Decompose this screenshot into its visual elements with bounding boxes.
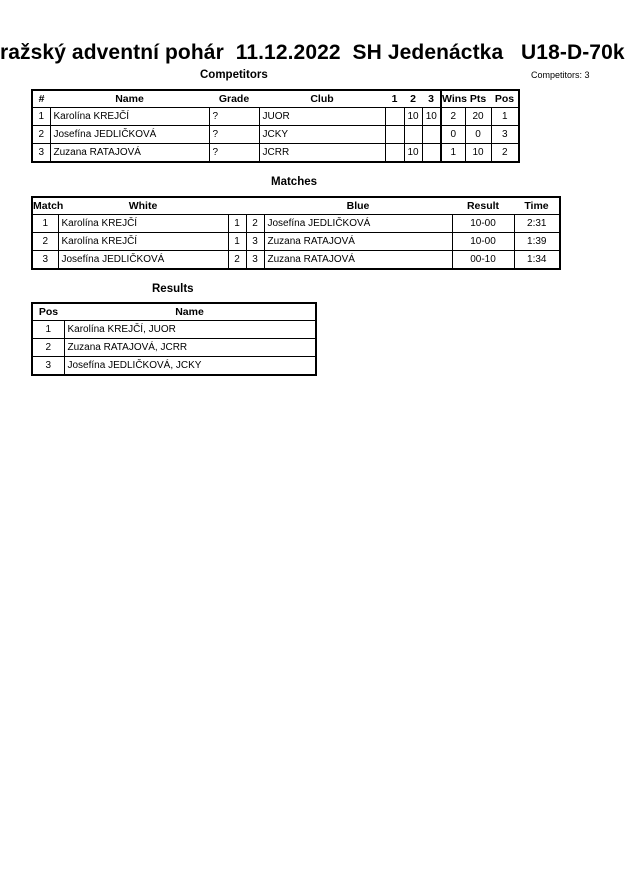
table-row: 3 Josefína JEDLIČKOVÁ 2 3 Zuzana RATAJOVÁ 00-… <box>31 250 561 270</box>
table-cell: 1:39 <box>513 232 561 251</box>
table-cell <box>384 107 405 126</box>
table-cell: 2 <box>245 214 265 233</box>
table-cell: 1 <box>31 320 65 339</box>
table-cell: ? <box>208 143 260 163</box>
table-cell: 10-00 <box>451 232 515 251</box>
table-cell: 0 <box>464 125 492 144</box>
table-cell: Zuzana RATAJOVÁ <box>263 250 453 270</box>
table-cell: 1 <box>440 143 466 163</box>
table-cell: 3 <box>245 250 265 270</box>
table-cell: JCKY <box>258 125 386 144</box>
table-cell <box>421 125 442 144</box>
table-cell: 2 <box>31 338 65 357</box>
col-header: 3 <box>422 90 441 108</box>
competitors-header-row: # Name Grade Club 1 2 3 Wins Pts Pos <box>32 90 519 108</box>
table-cell: 2 <box>31 232 59 251</box>
table-cell: 10-00 <box>451 214 515 233</box>
page-title: ražský adventní pohár 11.12.2022 SH Jede… <box>0 41 625 64</box>
table-cell: ? <box>208 125 260 144</box>
col-header: Pts <box>465 90 491 108</box>
col-header: White <box>58 197 228 215</box>
table-cell: Karolína KREJČÍ <box>57 232 229 251</box>
col-header: Name <box>64 303 316 321</box>
table-cell: 1:34 <box>513 250 561 270</box>
col-header: Pos <box>491 90 519 108</box>
table-cell <box>403 125 423 144</box>
table-cell: Josefína JEDLIČKOVÁ <box>57 250 229 270</box>
table-cell: 3 <box>31 356 65 376</box>
table-cell: Karolína KREJČÍ <box>57 214 229 233</box>
table-row: 3 Josefína JEDLIČKOVÁ, JCKY <box>31 356 317 376</box>
table-cell: JCRR <box>258 143 386 163</box>
table-row: 2 Josefína JEDLIČKOVÁ? JCKY 0 0 3 <box>31 125 520 144</box>
table-cell <box>384 125 405 144</box>
table-row: 1 Karolína KREJČÍ, JUOR <box>31 320 317 339</box>
table-cell: 1 <box>490 107 520 126</box>
col-header: Blue <box>264 197 452 215</box>
table-cell: 3 <box>245 232 265 251</box>
col-header: 2 <box>404 90 422 108</box>
table-cell: Zuzana RATAJOVÁ, JCRR <box>63 338 317 357</box>
matches-table: Match White Blue Result Time 1 Karolína K… <box>31 196 561 270</box>
table-cell: 1 <box>31 107 51 126</box>
col-header: Club <box>259 90 385 108</box>
table-row: 1 Karolína KREJČÍ? JUOR 10 10 2 20 1 <box>31 107 520 126</box>
col-header: Grade <box>209 90 259 108</box>
col-header: Name <box>50 90 209 108</box>
table-cell: Josefína JEDLIČKOVÁ <box>49 125 210 144</box>
table-cell: Zuzana RATAJOVÁ <box>263 232 453 251</box>
col-header: Pos <box>32 303 64 321</box>
table-cell: 10 <box>421 107 442 126</box>
table-cell: 2 <box>31 125 51 144</box>
table-cell <box>421 143 442 163</box>
table-cell: 3 <box>31 250 59 270</box>
competitors-heading: Competitors <box>200 69 268 81</box>
matches-header-row: Match White Blue Result Time <box>32 197 560 215</box>
col-header: Time <box>514 197 560 215</box>
table-cell: Josefína JEDLIČKOVÁ, JCKY <box>63 356 317 376</box>
table-cell: JUOR <box>258 107 386 126</box>
table-cell: 3 <box>490 125 520 144</box>
table-cell: Josefína JEDLIČKOVÁ <box>263 214 453 233</box>
col-header: # <box>32 90 50 108</box>
competitors-count: Competitors: 3 <box>531 70 590 80</box>
table-cell: 2 <box>227 250 247 270</box>
table-row: 1 Karolína KREJČÍ 1 2 Josefína JEDLIČKOVÁ 10-… <box>31 214 561 233</box>
table-cell: 00-10 <box>451 250 515 270</box>
table-cell: Karolína KREJČÍ <box>49 107 210 126</box>
table-row: 3 Zuzana RATAJOVÁ? JCRR 10 1 10 2 <box>31 143 520 163</box>
matches-heading: Matches <box>271 176 318 188</box>
results-table: Pos Name 1 Karolína KREJČÍ, JUOR 2 Zuzana R… <box>31 302 317 376</box>
col-header: Wins <box>440 90 467 108</box>
results-header-row: Pos Name <box>32 303 316 321</box>
col-header: Result <box>452 197 514 215</box>
table-row: 2 Karolína KREJČÍ 1 3 Zuzana RATAJOVÁ 10-00 1:… <box>31 232 561 251</box>
table-cell: 10 <box>464 143 492 163</box>
table-cell: Karolína KREJČÍ, JUOR <box>63 320 317 339</box>
table-cell: Zuzana RATAJOVÁ <box>49 143 210 163</box>
table-cell: 1 <box>227 232 247 251</box>
table-cell: 10 <box>403 107 423 126</box>
table-cell: 20 <box>464 107 492 126</box>
table-cell: 2:31 <box>513 214 561 233</box>
col-header: Match <box>32 197 63 215</box>
results-heading: Results <box>152 283 194 295</box>
table-cell: 2 <box>440 107 466 126</box>
table-row: 2 Zuzana RATAJOVÁ, JCRR <box>31 338 317 357</box>
competitors-table: # Name Grade Club 1 2 3 Wins Pts Pos 1 Ka… <box>31 89 520 163</box>
table-cell: 1 <box>227 214 247 233</box>
table-cell: 1 <box>31 214 59 233</box>
table-cell: ? <box>208 107 260 126</box>
table-cell: 3 <box>31 143 51 163</box>
col-header: 1 <box>385 90 404 108</box>
table-cell: 2 <box>490 143 520 163</box>
table-cell: 0 <box>440 125 466 144</box>
table-cell: 10 <box>403 143 423 163</box>
table-cell <box>384 143 405 163</box>
